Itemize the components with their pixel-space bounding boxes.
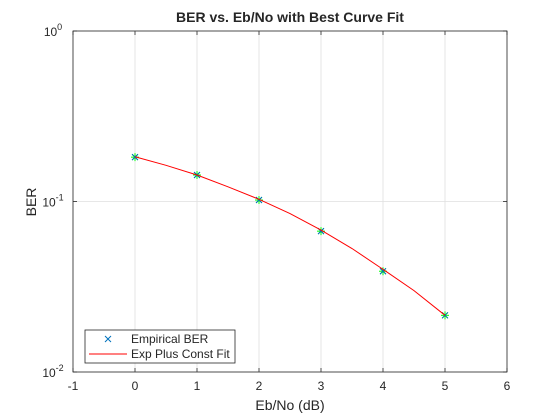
x-tick-label: 0 — [132, 379, 139, 393]
chart-title: BER vs. Eb/No with Best Curve Fit — [176, 9, 404, 25]
x-axis-label: Eb/No (dB) — [255, 397, 324, 413]
y-tick-label: 100 — [44, 22, 62, 39]
axes-box — [72, 30, 508, 373]
y-tick-label: 10-1 — [42, 193, 63, 210]
y-tick-label: 10-2 — [42, 363, 63, 380]
tick-base: 10 — [42, 196, 56, 210]
x-tick-label: -1 — [68, 379, 79, 393]
x-tick-label: 6 — [504, 379, 511, 393]
x-tick-label: 1 — [194, 379, 201, 393]
tick-exponent: -2 — [56, 363, 64, 373]
x-tick-label: 2 — [256, 379, 263, 393]
legend-label: Exp Plus Const Fit — [131, 347, 230, 361]
x-tick-label: 5 — [442, 379, 449, 393]
tick-exponent: 0 — [57, 22, 62, 32]
data-point — [255, 196, 263, 205]
tick-base: 10 — [44, 25, 58, 39]
x-tick-label: 4 — [380, 379, 387, 393]
tick-exponent: -1 — [56, 193, 64, 203]
marks — [131, 153, 449, 320]
fit-line — [134, 156, 446, 316]
legend-box — [84, 329, 236, 364]
marker-x — [379, 267, 387, 275]
tick-base: 10 — [42, 366, 56, 380]
legend-label: Empirical BER — [131, 332, 209, 346]
legend-swatch — [104, 335, 112, 343]
x-tick-label: 3 — [318, 379, 325, 393]
y-axis-label: BER — [23, 188, 39, 217]
